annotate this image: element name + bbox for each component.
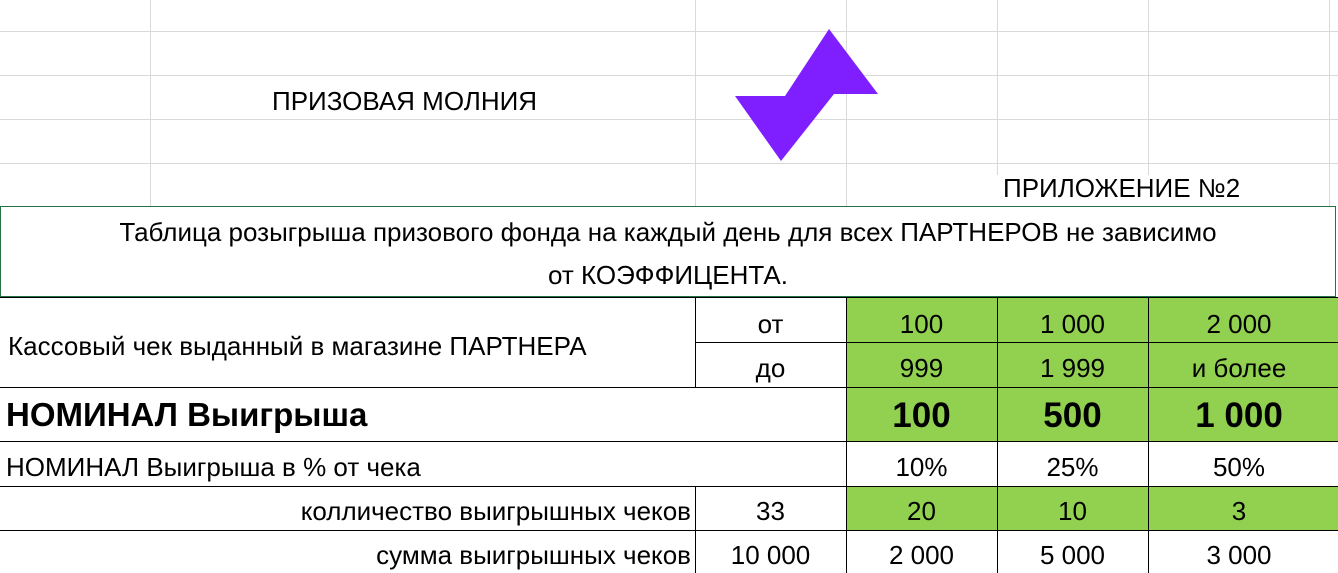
banner-line-1: Таблица розыгрыша призового фонда на каж…	[119, 217, 1217, 247]
banner-box	[0, 206, 1336, 297]
table-line	[0, 297, 1338, 298]
count-value: 20	[907, 496, 936, 526]
sum-value: 3 000	[1206, 540, 1272, 570]
to-label: до	[755, 353, 786, 383]
count-value: 3	[1231, 496, 1247, 526]
to-value: 1 999	[1039, 353, 1106, 383]
from-value: 1 000	[1039, 309, 1106, 339]
table-line	[0, 441, 1338, 442]
percent-label: НОМИНАЛ Выигрыша в % от чека	[6, 452, 421, 482]
green-fill-count	[847, 487, 1338, 530]
sum-value: 5 000	[1039, 540, 1106, 570]
nominal-value: 500	[1043, 396, 1102, 435]
lightning-logo-icon	[735, 29, 878, 161]
percent-value: 50%	[1212, 452, 1266, 482]
table-line	[0, 486, 1338, 487]
table-line	[0, 530, 1338, 531]
percent-value: 10%	[895, 452, 948, 482]
page-title: ПРИЗОВАЯ МОЛНИЯ	[272, 86, 538, 116]
count-total: 33	[756, 496, 785, 526]
nominal-value: 100	[892, 396, 951, 435]
banner-line-2: от КОЭФФИЦЕНТА.	[548, 260, 788, 290]
appendix-label: ПРИЛОЖЕНИЕ №2	[1003, 173, 1241, 203]
table-line	[695, 297, 696, 388]
to-value: 999	[899, 353, 944, 383]
from-value: 100	[899, 309, 944, 339]
table-line	[0, 387, 1338, 388]
count-value: 10	[1058, 496, 1087, 526]
table-line	[997, 297, 998, 573]
sum-total: 10 000	[730, 540, 811, 570]
table-line	[695, 342, 1338, 343]
percent-value: 25%	[1046, 452, 1099, 482]
count-label: колличество выигрышных чеков	[300, 496, 691, 526]
nominal-value: 1 000	[1195, 396, 1283, 435]
table-line	[1148, 297, 1149, 573]
table-line	[695, 486, 696, 573]
from-label: от	[757, 309, 784, 339]
nominal-label: НОМИНАЛ Выигрыша	[6, 396, 368, 433]
green-fill-nominal	[847, 388, 1338, 441]
sum-label: сумма выигрышных чеков	[376, 540, 691, 570]
sum-value: 2 000	[888, 540, 955, 570]
receipt-label: Кассовый чек выданный в магазине ПАРТНЕР…	[8, 331, 587, 361]
table-line	[846, 297, 847, 573]
from-value: 2 000	[1206, 309, 1272, 339]
to-value: и более	[1191, 353, 1287, 383]
